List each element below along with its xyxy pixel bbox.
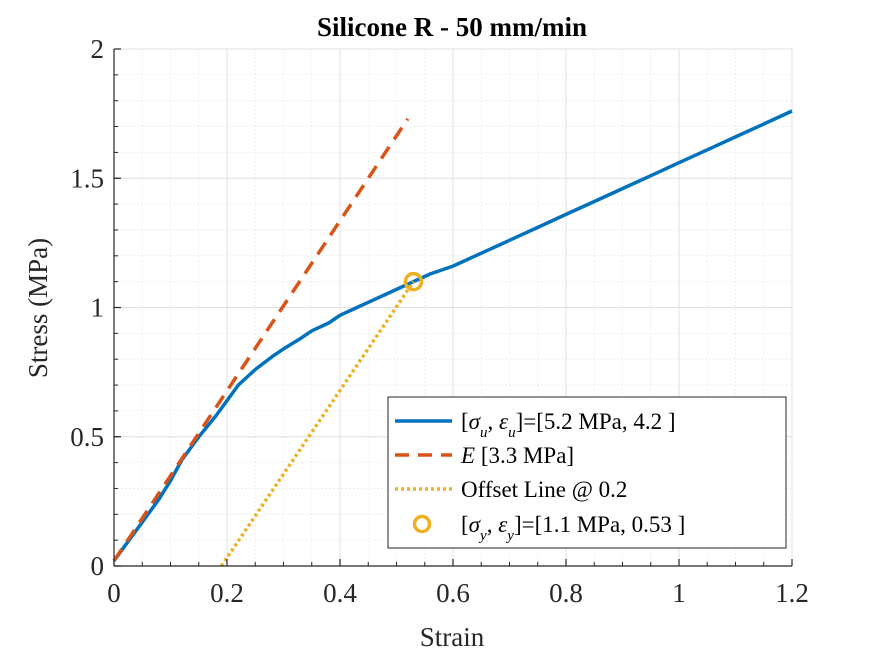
x-axis-label: Strain [420, 622, 485, 652]
x-tick-label: 1 [672, 578, 686, 608]
y-tick-label: 0.5 [70, 422, 104, 452]
x-tick-label: 0.4 [323, 578, 357, 608]
legend-box [387, 396, 787, 549]
x-tick-label: 1.2 [775, 578, 809, 608]
series-1-line [112, 117, 410, 562]
legend-label-0: [σu, εu]=[5.2 MPa, 4.2 ] [461, 409, 676, 441]
y-tick-label: 1.5 [70, 163, 104, 193]
legend-label-1: E [3.3 MPa] [460, 443, 574, 468]
y-axis-label: Stress (MPa) [23, 238, 53, 378]
x-tick-label: 0 [107, 578, 121, 608]
x-tick-label: 0.6 [436, 578, 470, 608]
legend: [σu, εu]=[5.2 MPa, 4.2 ]E [3.3 MPa] Offse… [387, 396, 787, 549]
chart-title: Silicone R - 50 mm/min [317, 12, 587, 42]
legend-label-2: Offset Line @ 0.2 [461, 477, 627, 502]
x-tick-label: 0.8 [549, 578, 583, 608]
y-tick-label: 2 [91, 34, 105, 64]
y-tick-label: 1 [91, 293, 105, 323]
legend-swatch-3 [412, 514, 432, 534]
series-layer [112, 109, 793, 567]
series-3-marker [403, 271, 424, 292]
series-0-line [112, 109, 793, 562]
x-tick-label: 0.2 [210, 578, 244, 608]
legend-label-3: [σy, εy]=[1.1 MPa, 0.53 ] [461, 512, 685, 544]
y-tick-label: 0 [91, 551, 105, 581]
ticks: 0 0.2 0.4 0.6 0.8 1 1.2 0 0.5 1 1.5 2 [70, 34, 809, 608]
